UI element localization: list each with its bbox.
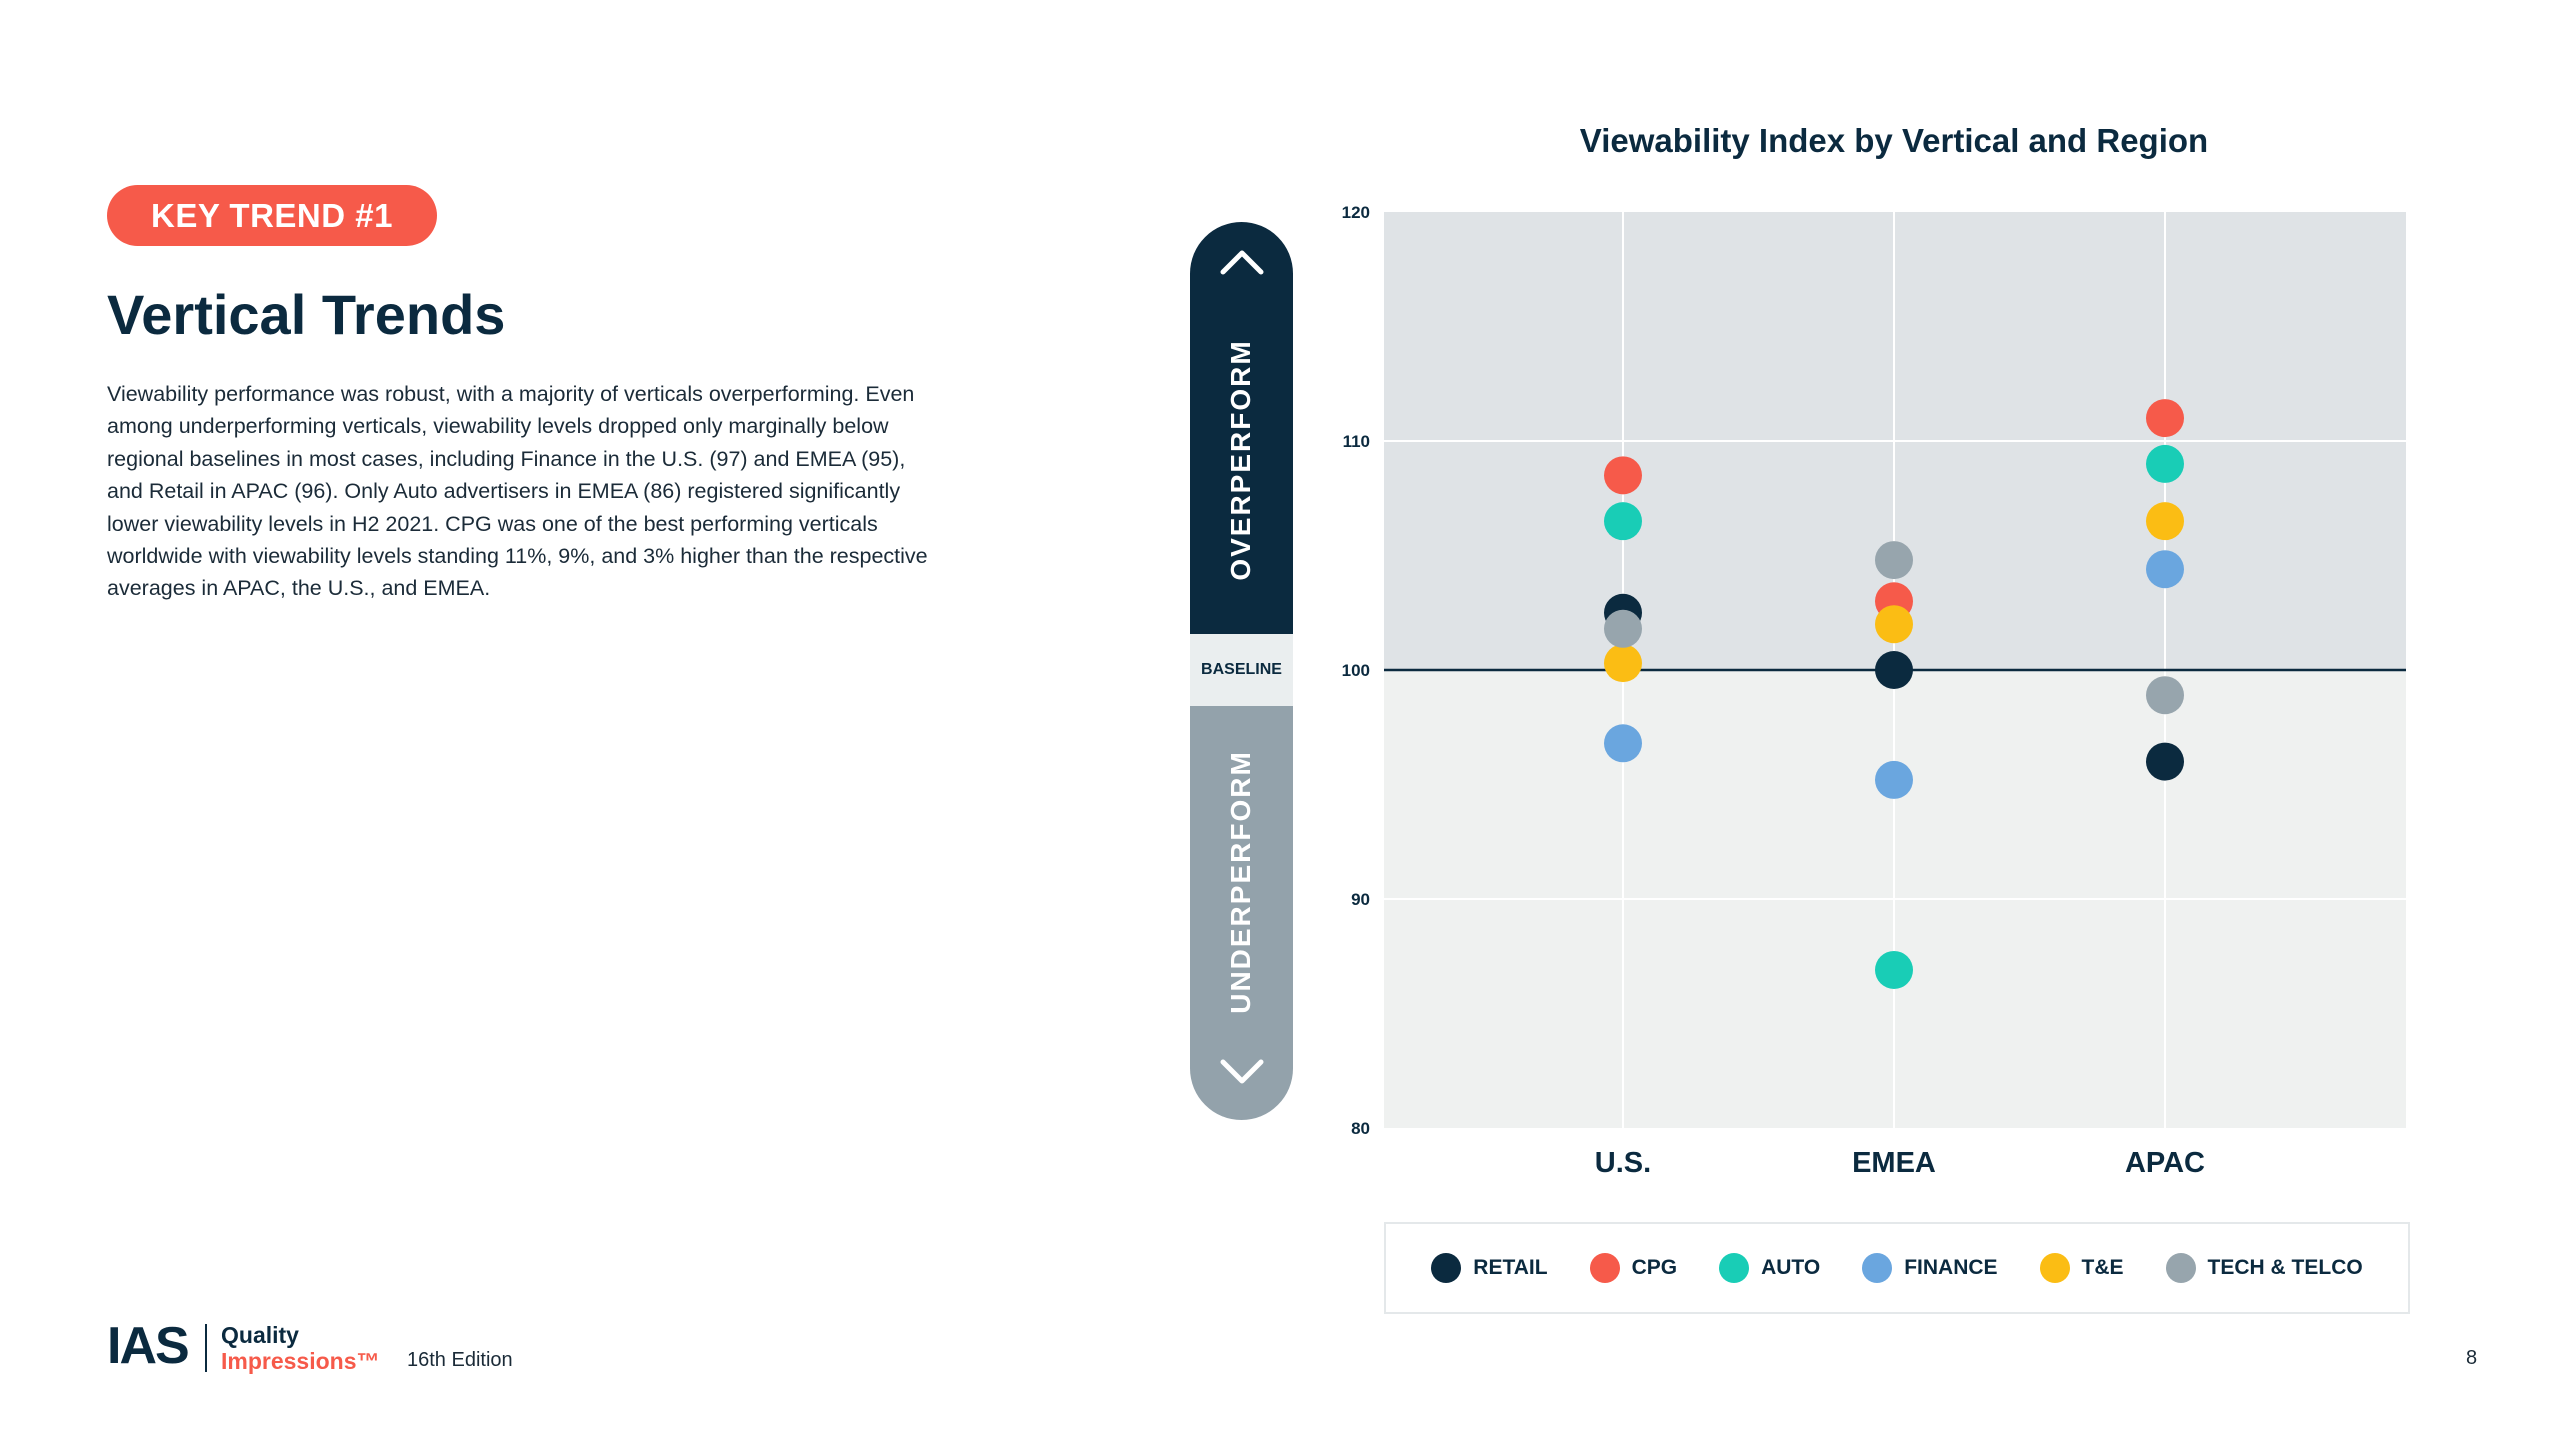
legend-item-finance: FINANCE [1862,1253,1998,1283]
logo-line-quality: Quality [221,1322,299,1348]
legend-item-t-e: T&E [2039,1253,2124,1283]
legend-item-cpg: CPG [1589,1253,1678,1283]
chart-title: Viewability Index by Vertical and Region [1579,122,2209,159]
legend-swatch [2039,1253,2070,1283]
data-point-cpg [1604,456,1642,495]
legend-swatch [1719,1253,1750,1283]
x-category-label: EMEA [1852,1147,1936,1179]
y-tick-label: 80 [1351,1119,1370,1138]
edition-label: 16th Edition [407,1349,513,1371]
data-point-t-e [1604,644,1642,683]
logo-wordmark: IAS [107,1317,190,1375]
data-point-cpg [2146,399,2184,438]
baseline-label: BASELINE [1190,634,1293,706]
performance-indicator: OVERPERFORM BASELINE UNDERPERFORM [1190,222,1293,1120]
data-point-t-e [2146,502,2184,541]
legend-swatch [1431,1253,1462,1283]
data-point-finance [1604,724,1642,763]
data-point-tech-telco [1875,541,1913,580]
data-point-auto [1875,950,1913,989]
data-point-tech-telco [2146,676,2184,715]
chevron-down-icon [1220,1059,1264,1084]
y-tick-label: 120 [1342,203,1370,222]
data-point-finance [1875,760,1913,799]
data-point-auto [2146,444,2184,483]
logo-line-impressions: Impressions™ [221,1348,380,1374]
chart-legend: RETAIL CPG AUTO FINANCE T&E TECH & TELCO [1384,1222,2410,1314]
y-tick-label: 110 [1343,432,1370,451]
legend-swatch [1862,1253,1893,1283]
data-point-retail [2146,742,2184,781]
chevron-up-icon [1220,250,1264,275]
legend-label: CPG [1631,1256,1678,1279]
page-number: 8 [2466,1347,2478,1369]
legend-swatch [2165,1253,2196,1283]
legend-label: FINANCE [1904,1256,1998,1279]
legend-swatch [1589,1253,1620,1283]
data-point-auto [1604,502,1642,541]
data-point-finance [2146,550,2184,589]
x-category-label: U.S. [1595,1147,1651,1179]
y-tick-label: 90 [1351,890,1370,909]
legend-label: T&E [2081,1256,2124,1279]
legend-label: AUTO [1761,1256,1821,1279]
legend-label: RETAIL [1473,1256,1548,1279]
data-point-tech-telco [1604,609,1642,648]
body-paragraph: Viewability performance was robust, with… [107,382,928,601]
legend-item-retail: RETAIL [1431,1253,1548,1283]
x-category-label: APAC [2125,1147,2205,1179]
data-point-t-e [1875,605,1913,644]
y-tick-label: 100 [1342,661,1370,680]
logo-divider [205,1324,207,1372]
data-point-retail [1875,651,1913,689]
page-title: Vertical Trends [107,283,506,346]
overperform-band: OVERPERFORM [1190,222,1293,634]
underperform-band: UNDERPERFORM [1190,706,1293,1120]
legend-label: TECH & TELCO [2207,1256,2363,1279]
key-trend-badge: KEY TREND #1 [107,185,437,246]
legend-item-tech-telco: TECH & TELCO [2165,1253,2363,1283]
legend-item-auto: AUTO [1719,1253,1820,1283]
